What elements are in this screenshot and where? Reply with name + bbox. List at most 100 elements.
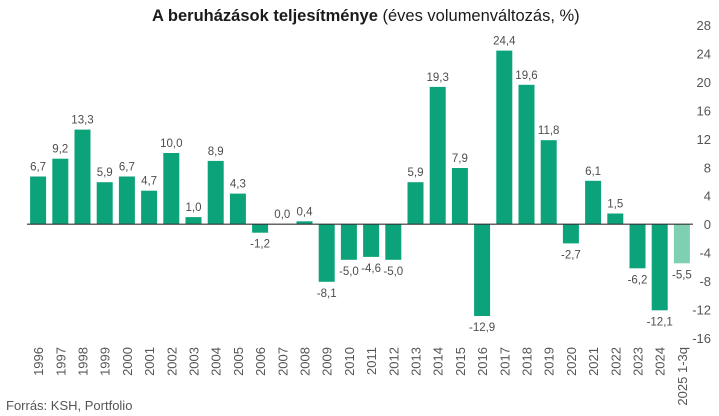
bar (74, 129, 91, 225)
category-label: 2012 (386, 347, 401, 376)
y-tick-label: 12 (697, 132, 711, 147)
bar (540, 140, 557, 225)
bar (229, 193, 246, 225)
data-label: 24,4 (493, 36, 516, 48)
y-tick-label: 28 (697, 18, 711, 33)
category-label: 2011 (364, 347, 379, 375)
category-label: 2025 1-3q (675, 347, 690, 406)
category-label: 2023 (631, 347, 646, 376)
category-label: 2006 (253, 347, 268, 376)
data-label: -4,6 (361, 263, 381, 275)
data-label: -6,2 (628, 274, 648, 286)
category-label: 1998 (76, 347, 91, 376)
category-label: 1997 (53, 347, 68, 376)
data-label: 9,2 (52, 144, 68, 156)
bar (318, 224, 335, 282)
y-tick-label: 4 (704, 189, 711, 204)
bar (363, 224, 380, 257)
y-tick-label: -8 (699, 274, 711, 289)
bar (607, 213, 624, 225)
x-axis: 1996 1997 1998 1999 2000 2001 2002 2003 2004 2005… (31, 347, 690, 406)
data-label: 4,3 (230, 179, 246, 191)
bar (141, 190, 158, 225)
data-label: -12,9 (469, 322, 495, 334)
data-label: 10,0 (160, 138, 182, 150)
category-label: 2024 (653, 347, 668, 376)
category-label: 2001 (142, 347, 157, 376)
bar (252, 224, 269, 233)
bar (96, 182, 113, 225)
source-note: Forrás: KSH, Portfolio (6, 398, 132, 413)
category-label: 2014 (431, 347, 446, 376)
bar (385, 224, 402, 260)
bar (673, 224, 690, 264)
data-label: -2,7 (561, 249, 581, 261)
category-label: 1999 (98, 347, 113, 376)
bar (518, 84, 535, 225)
bar (562, 224, 579, 244)
bar (474, 224, 491, 316)
y-tick-label: 8 (704, 160, 711, 175)
data-label: 7,9 (452, 153, 468, 165)
bar (207, 160, 224, 225)
y-tick-label: 20 (697, 75, 711, 90)
data-label: 6,7 (119, 162, 135, 174)
data-label: 1,5 (607, 199, 623, 211)
category-label: 2022 (608, 347, 623, 376)
category-label: 1996 (31, 347, 46, 376)
bar (296, 221, 313, 225)
bar (185, 217, 202, 225)
data-label: 6,7 (30, 162, 46, 174)
chart-title-rest: (éves volumenváltozás, %) (378, 7, 580, 25)
data-label: 11,8 (538, 125, 560, 137)
category-label: 2020 (564, 347, 579, 376)
bar (52, 158, 69, 225)
data-labels: 6,7 9,2 13,3 5,9 6,7 4,7 10,0 1,0 8,9 4,3 -1,2 0,0 0… (30, 36, 692, 334)
data-label: 8,9 (208, 146, 224, 158)
data-label: 4,7 (141, 176, 157, 188)
data-label: 0,0 (274, 209, 290, 221)
category-label: 2018 (520, 347, 535, 376)
category-label: 2017 (497, 347, 512, 376)
category-label: 2003 (187, 347, 202, 376)
data-label: -5,5 (672, 269, 692, 281)
data-label: -5,0 (383, 266, 403, 278)
data-label: -5,0 (339, 266, 359, 278)
bar-series (30, 50, 690, 316)
y-tick-label: -12 (692, 303, 711, 318)
bar (629, 224, 646, 269)
category-label: 2004 (209, 347, 224, 376)
y-tick-label: 0 (704, 217, 711, 232)
data-label: -12,1 (647, 316, 673, 328)
category-label: 2009 (320, 347, 335, 376)
category-label: 2005 (231, 347, 246, 376)
data-label: -8,1 (317, 288, 337, 300)
category-label: 2021 (586, 347, 601, 376)
category-label: 2010 (342, 347, 357, 376)
category-label: 2000 (120, 347, 135, 376)
y-tick-label: -4 (699, 246, 711, 261)
bar (163, 153, 180, 225)
data-label: -1,2 (250, 239, 270, 251)
y-axis: 28 24 20 16 12 8 4 0 -4 -8 -12 -16 (692, 18, 711, 346)
chart-title-bold: A beruházások teljesítménye (152, 7, 378, 25)
data-label: 5,9 (408, 167, 424, 179)
bar (651, 224, 668, 311)
bar (496, 50, 513, 225)
data-label: 19,6 (515, 70, 537, 82)
bar (340, 224, 357, 260)
data-label: 5,9 (97, 167, 113, 179)
data-label: 19,3 (427, 72, 449, 84)
category-label: 2016 (475, 347, 490, 376)
category-label: 2015 (453, 347, 468, 376)
chart-title: A beruházások teljesítménye (éves volume… (152, 7, 580, 25)
y-tick-label: 16 (697, 103, 711, 118)
category-label: 2008 (298, 347, 313, 376)
bar (585, 180, 602, 225)
category-label: 2002 (164, 347, 179, 376)
category-label: 2007 (275, 347, 290, 376)
category-label: 2019 (542, 347, 557, 376)
bar (429, 86, 446, 225)
bar (30, 176, 47, 225)
data-label: 1,0 (186, 202, 202, 214)
